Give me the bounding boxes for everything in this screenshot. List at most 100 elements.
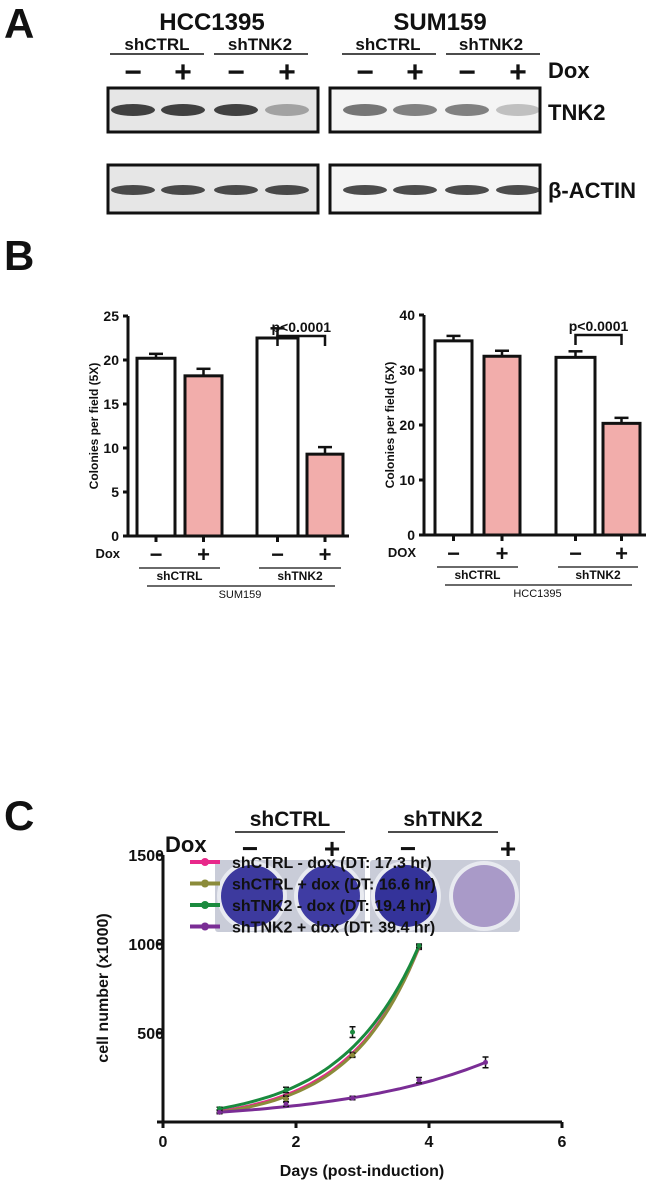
y-axis-label: Colonies per field (5X) (383, 362, 397, 489)
bar (601, 421, 642, 537)
dox-sign: + (324, 833, 340, 864)
bar-chart-hcc1395: 0 10 20 30 40 Colonies per field (5X) − + − + DOX s… (383, 307, 646, 600)
growth-curve (219, 946, 421, 1114)
data-point (283, 1096, 289, 1102)
x-tick-label: 2 (292, 1134, 301, 1151)
dox-sign: + (319, 542, 332, 567)
dox-sign: − (447, 541, 460, 566)
dox-sign: − (458, 56, 476, 89)
group-label: shTNK2 (575, 568, 621, 582)
x-axis-label: Days (post-induction) (280, 1163, 444, 1180)
bar (183, 374, 224, 538)
legend-marker (201, 858, 209, 866)
stained-well (221, 865, 283, 927)
group-label: shTNK2 (459, 35, 523, 54)
significance-bracket (276, 334, 327, 346)
dox-sign: + (278, 56, 296, 89)
stained-well (375, 865, 437, 927)
protein-band (214, 104, 258, 116)
y-tick-label: 1000 (128, 937, 164, 954)
protein-band (496, 104, 540, 116)
data-point (416, 943, 422, 949)
x-tick-label: 6 (558, 1134, 567, 1151)
protein-band (111, 185, 155, 195)
protein-band (393, 185, 437, 195)
protein-band (111, 104, 155, 116)
p-value-annotation: p<0.0001 (569, 318, 629, 334)
protein-band (445, 104, 489, 116)
row-label-actin: β-ACTIN (548, 178, 636, 203)
legend-marker (201, 879, 209, 888)
growth-curve (219, 945, 421, 1111)
protein-band (496, 185, 540, 195)
data-point (416, 1077, 422, 1083)
data-point (350, 1052, 356, 1058)
dox-sign: − (271, 542, 284, 567)
y-tick-label: 0 (111, 528, 119, 544)
dox-sign: + (174, 56, 192, 89)
row-label-tnk2: TNK2 (548, 100, 605, 125)
dox-sign: − (150, 542, 163, 567)
data-point (350, 1029, 356, 1035)
y-tick-label: 5 (111, 484, 119, 500)
stained-well (298, 865, 360, 927)
legend-marker (201, 901, 209, 909)
legend-marker (201, 922, 209, 931)
dox-label: Dox (548, 58, 590, 83)
y-tick-label: 10 (103, 440, 119, 456)
bar-chart-sum159: 0 5 10 15 20 25 Colonies per field (5X) − + − + Dox… (87, 308, 349, 601)
growth-curve (219, 947, 421, 1113)
protein-band (343, 104, 387, 116)
x-tick-label: 0 (159, 1134, 168, 1151)
legend-label: shTNK2 - dox (DT: 19.4 hr) (232, 898, 431, 915)
legend-label: shTNK2 + dox (DT: 39.4 hr) (232, 920, 435, 937)
data-point (483, 1059, 489, 1065)
x-tick-label: 4 (425, 1134, 434, 1151)
colony-plate-panel: shCTRL shTNK2 Dox − + − + (165, 808, 520, 932)
dox-sign: − (400, 833, 416, 864)
legend-label: shCTRL - dox (DT: 17.3 hr) (232, 855, 432, 872)
y-tick-label: 20 (103, 352, 119, 368)
y-axis-label: cell number (x1000) (95, 913, 112, 1062)
dox-sign: − (569, 541, 582, 566)
data-point (217, 1109, 223, 1115)
growth-curve-chart: 500 1000 1500 0 2 4 6 Days (post-induction) cell… (95, 848, 567, 1180)
group-label: shCTRL (355, 35, 420, 54)
data-point (350, 1095, 356, 1101)
protein-band (265, 185, 309, 195)
dox-sign: + (500, 833, 516, 864)
dox-sign: + (496, 541, 509, 566)
dox-sign: − (242, 833, 258, 864)
y-tick-label: 1500 (128, 848, 164, 865)
bar (482, 354, 522, 537)
y-tick-label: 10 (399, 472, 415, 488)
panel-label-c: C (4, 792, 34, 839)
y-axis-label: Colonies per field (5X) (87, 363, 101, 490)
dox-sign: − (356, 56, 374, 89)
bar (554, 355, 597, 537)
dox-label: Dox (95, 546, 120, 561)
protein-band (161, 185, 205, 195)
panel-label-a: A (4, 0, 34, 47)
protein-band (445, 185, 489, 195)
cell-line-title: SUM159 (393, 9, 486, 36)
stained-well (453, 865, 515, 927)
western-blot-panel: HCC1395 SUM159 shCTRL shTNK2 shCTRL shTN… (106, 9, 636, 215)
dox-label: DOX (388, 545, 417, 560)
group-label: shCTRL (455, 568, 501, 582)
y-tick-label: 30 (399, 362, 415, 378)
cell-line-label: SUM159 (219, 589, 262, 601)
protein-band (393, 104, 437, 116)
dox-sign: + (197, 542, 210, 567)
protein-band (265, 104, 309, 116)
protein-band (214, 185, 258, 195)
dox-sign: + (615, 541, 628, 566)
protein-band (161, 104, 205, 116)
significance-bracket (574, 333, 623, 345)
bar (255, 336, 300, 538)
cell-line-title: HCC1395 (159, 9, 264, 36)
y-tick-label: 500 (137, 1026, 164, 1043)
group-label: shCTRL (157, 569, 203, 583)
bar (305, 452, 345, 538)
group-label: shTNK2 (277, 569, 323, 583)
